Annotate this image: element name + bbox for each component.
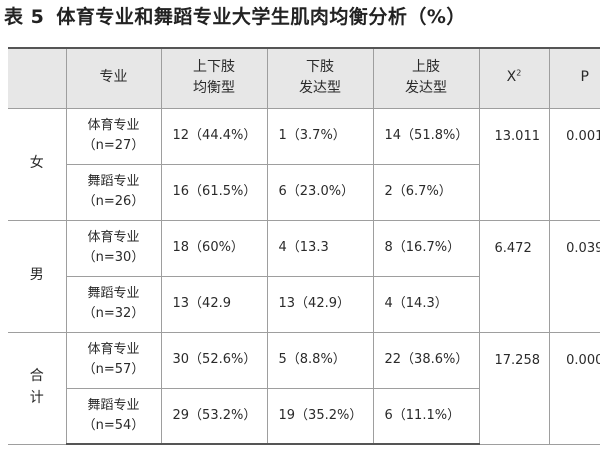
table-row: 舞蹈专业 （n=54） 29（53.2%） 19（35.2%） 6（11.1%）: [8, 387, 600, 445]
upper-cell: 4（14.3）: [372, 275, 479, 333]
header-row: 专业 上下肢 均衡型 下肢 发达型 上肢 发达型 X2 P: [8, 47, 600, 109]
balanced-cell: 12（44.4%）: [160, 107, 268, 165]
table-row: 舞蹈专业 （n=26） 16（61.5%） 6（23.0%） 2（6.7%）: [8, 163, 600, 221]
header-chi-superscript: 2: [516, 68, 522, 78]
p-value-male: 0.039: [548, 219, 600, 333]
major-cell: 体育专业 （n=27）: [65, 107, 162, 165]
header-major: 专业: [65, 47, 162, 109]
header-group-cell: [8, 47, 67, 109]
lower-cell: 13（42.9）: [266, 275, 374, 333]
table-number: 表 5: [4, 6, 45, 28]
group-label-total: 合 计: [8, 331, 67, 445]
major-cell: 舞蹈专业 （n=32）: [66, 275, 162, 333]
upper-cell: 14（51.8%）: [372, 107, 480, 165]
lower-cell: 19（35.2%）: [266, 387, 374, 445]
table-row: 合 计 体育专业 （n=57） 30（52.6%） 5（8.8%） 22（38.…: [8, 331, 600, 445]
header-balanced: 上下肢 均衡型: [160, 47, 268, 109]
header-upper-line1: 上肢: [412, 58, 440, 75]
header-lower-line1: 下肢: [306, 58, 334, 75]
header-lower-line2: 发达型: [299, 80, 341, 97]
header-balanced-line1: 上下肢: [193, 58, 235, 75]
balanced-cell: 18（60%）: [160, 219, 268, 277]
table-row: 舞蹈专业 （n=32） 13（42.9 13（42.9） 4（14.3）: [8, 275, 600, 333]
chi-square-male: 6.472: [478, 219, 550, 333]
table-title: 表 5 体育专业和舞蹈专业大学生肌肉均衡分析（%）: [4, 2, 466, 29]
upper-cell: 8（16.7%）: [372, 219, 480, 277]
major-cell: 舞蹈专业 （n=54）: [66, 387, 162, 445]
p-value-total: 0.000: [548, 331, 600, 445]
upper-cell: 6（11.1%）: [372, 387, 479, 445]
table-row: 男 体育专业 （n=30） 18（60%） 4（13.3 8（16.7%） 6.…: [8, 219, 600, 333]
balanced-cell: 29（53.2%）: [160, 387, 268, 445]
lower-cell: 5（8.8%）: [266, 331, 374, 389]
chi-square-female: 13.011: [478, 107, 550, 221]
major-cell: 体育专业 （n=57）: [65, 331, 162, 389]
balanced-cell: 13（42.9: [160, 275, 268, 333]
lower-cell: 6（23.0%）: [266, 163, 374, 221]
balanced-cell: 30（52.6%）: [160, 331, 268, 389]
group-label-male: 男: [8, 219, 67, 333]
group-label-female: 女: [8, 107, 67, 221]
upper-cell: 22（38.6%）: [372, 331, 480, 389]
lower-cell: 4（13.3: [266, 219, 374, 277]
muscle-balance-table: 专业 上下肢 均衡型 下肢 发达型 上肢 发达型 X2 P 女 体育专业: [8, 47, 600, 445]
lower-cell: 1（3.7%）: [266, 107, 374, 165]
header-upper-line2: 发达型: [405, 80, 447, 97]
chi-square-total: 17.258: [478, 331, 550, 445]
table-row: 女 体育专业 （n=27） 12（44.4%） 1（3.7%） 14（51.8%…: [8, 107, 600, 221]
header-chi-symbol: X: [506, 69, 517, 86]
upper-cell: 2（6.7%）: [372, 163, 479, 221]
header-lower-developed: 下肢 发达型: [266, 47, 374, 109]
major-cell: 体育专业 （n=30）: [65, 219, 162, 277]
header-balanced-line2: 均衡型: [193, 80, 235, 97]
table-caption: 体育专业和舞蹈专业大学生肌肉均衡分析（%）: [56, 6, 466, 28]
header-chi-square: X2: [478, 47, 550, 109]
header-upper-developed: 上肢 发达型: [372, 47, 480, 109]
balanced-cell: 16（61.5%）: [160, 163, 268, 221]
p-value-female: 0.001: [548, 107, 600, 221]
major-cell: 舞蹈专业 （n=26）: [66, 163, 162, 221]
header-p-value: P: [548, 47, 600, 109]
